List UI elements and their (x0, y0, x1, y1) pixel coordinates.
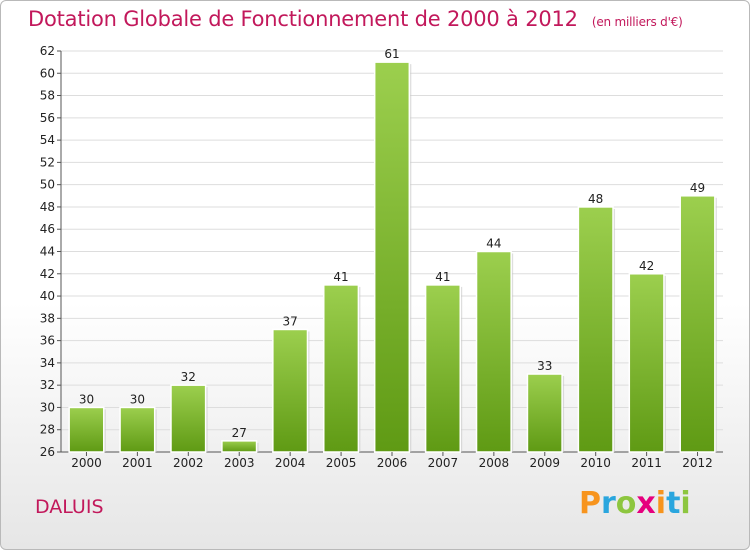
x-tick-label: 2012 (682, 456, 713, 470)
logo-letter: i (680, 486, 691, 521)
y-tick-label: 34 (40, 356, 55, 370)
x-tick-label: 2002 (173, 456, 204, 470)
x-tick-label: 2007 (428, 456, 459, 470)
bar (424, 284, 461, 453)
bar-value-label: 32 (181, 370, 196, 384)
bar (272, 328, 309, 453)
x-tick-label: 2000 (71, 456, 102, 470)
y-tick-label: 40 (40, 289, 55, 303)
x-tick-label: 2006 (377, 456, 408, 470)
x-tick-label: 2005 (326, 456, 357, 470)
logo-letter: P (579, 486, 601, 521)
bar (679, 195, 716, 453)
x-tick-label: 2010 (580, 456, 611, 470)
x-tick-label: 2001 (122, 456, 153, 470)
proxiti-logo: Proxiti (579, 486, 691, 521)
y-tick-label: 32 (40, 378, 55, 392)
x-tick-labels: 2000 2001 2002 2003 2004 2005 2006 2007 2008 2009… (71, 452, 713, 470)
logo-letter: t (666, 486, 681, 521)
y-tick-label: 38 (40, 311, 55, 325)
bar (373, 61, 411, 453)
bar (221, 440, 258, 453)
bars (68, 61, 717, 453)
bar (475, 250, 512, 453)
x-tick-label: 2004 (275, 456, 306, 470)
bar-value-label: 42 (639, 259, 654, 273)
x-tick-label: 2009 (529, 456, 560, 470)
bar-value-label: 37 (283, 314, 298, 328)
y-tick-label: 28 (40, 423, 55, 437)
logo-letter: r (601, 486, 616, 521)
bar (628, 273, 665, 453)
chart-title: Dotation Globale de Fonctionnement de 20… (28, 7, 683, 31)
x-tick-label: 2003 (224, 456, 255, 470)
bar-value-label: 30 (79, 392, 94, 406)
bar (170, 384, 207, 453)
y-tick-label: 44 (40, 245, 55, 259)
bar (119, 406, 156, 453)
bar-value-label: 61 (384, 47, 399, 61)
y-tick-label: 48 (40, 200, 55, 214)
bar (526, 373, 563, 453)
y-tick-label: 56 (40, 111, 55, 125)
y-tick-label: 30 (40, 400, 55, 414)
y-tick-label: 42 (40, 267, 55, 281)
bar (323, 284, 360, 453)
bar (68, 406, 105, 453)
y-tick-label: 60 (40, 66, 55, 80)
bar-value-label: 27 (232, 426, 247, 440)
y-tick-label: 50 (40, 178, 55, 192)
commune-name: DALUIS (35, 496, 104, 518)
y-tick-label: 26 (40, 445, 55, 459)
bar-value-label: 48 (588, 192, 603, 206)
y-tick-label: 52 (40, 155, 55, 169)
x-tick-label: 2008 (479, 456, 510, 470)
bar-value-label: 33 (537, 359, 552, 373)
data-labels: 30 30 32 27 37 41 61 41 44 33 48 42 49 (79, 47, 705, 440)
y-tick-label: 58 (40, 89, 55, 103)
logo-letter: o (615, 486, 637, 521)
y-tick-labels: 26 28 30 32 34 36 38 40 42 44 46 48 50 52 54 56 58 60 62 (40, 44, 61, 459)
bar-value-label: 41 (435, 270, 450, 284)
bar (577, 206, 614, 453)
bar-value-label: 30 (130, 392, 145, 406)
bar-value-label: 44 (486, 237, 501, 251)
x-tick-label: 2011 (631, 456, 662, 470)
y-tick-label: 54 (40, 133, 55, 147)
chart-subtitle: (en milliers d'€) (591, 15, 683, 29)
y-tick-label: 62 (40, 44, 55, 58)
logo-letter: i (655, 486, 667, 521)
bar-value-label: 49 (690, 181, 705, 195)
y-tick-label: 46 (40, 222, 55, 236)
logo-letter: x (636, 486, 656, 521)
y-tick-label: 36 (40, 334, 55, 348)
bar-value-label: 41 (333, 270, 348, 284)
